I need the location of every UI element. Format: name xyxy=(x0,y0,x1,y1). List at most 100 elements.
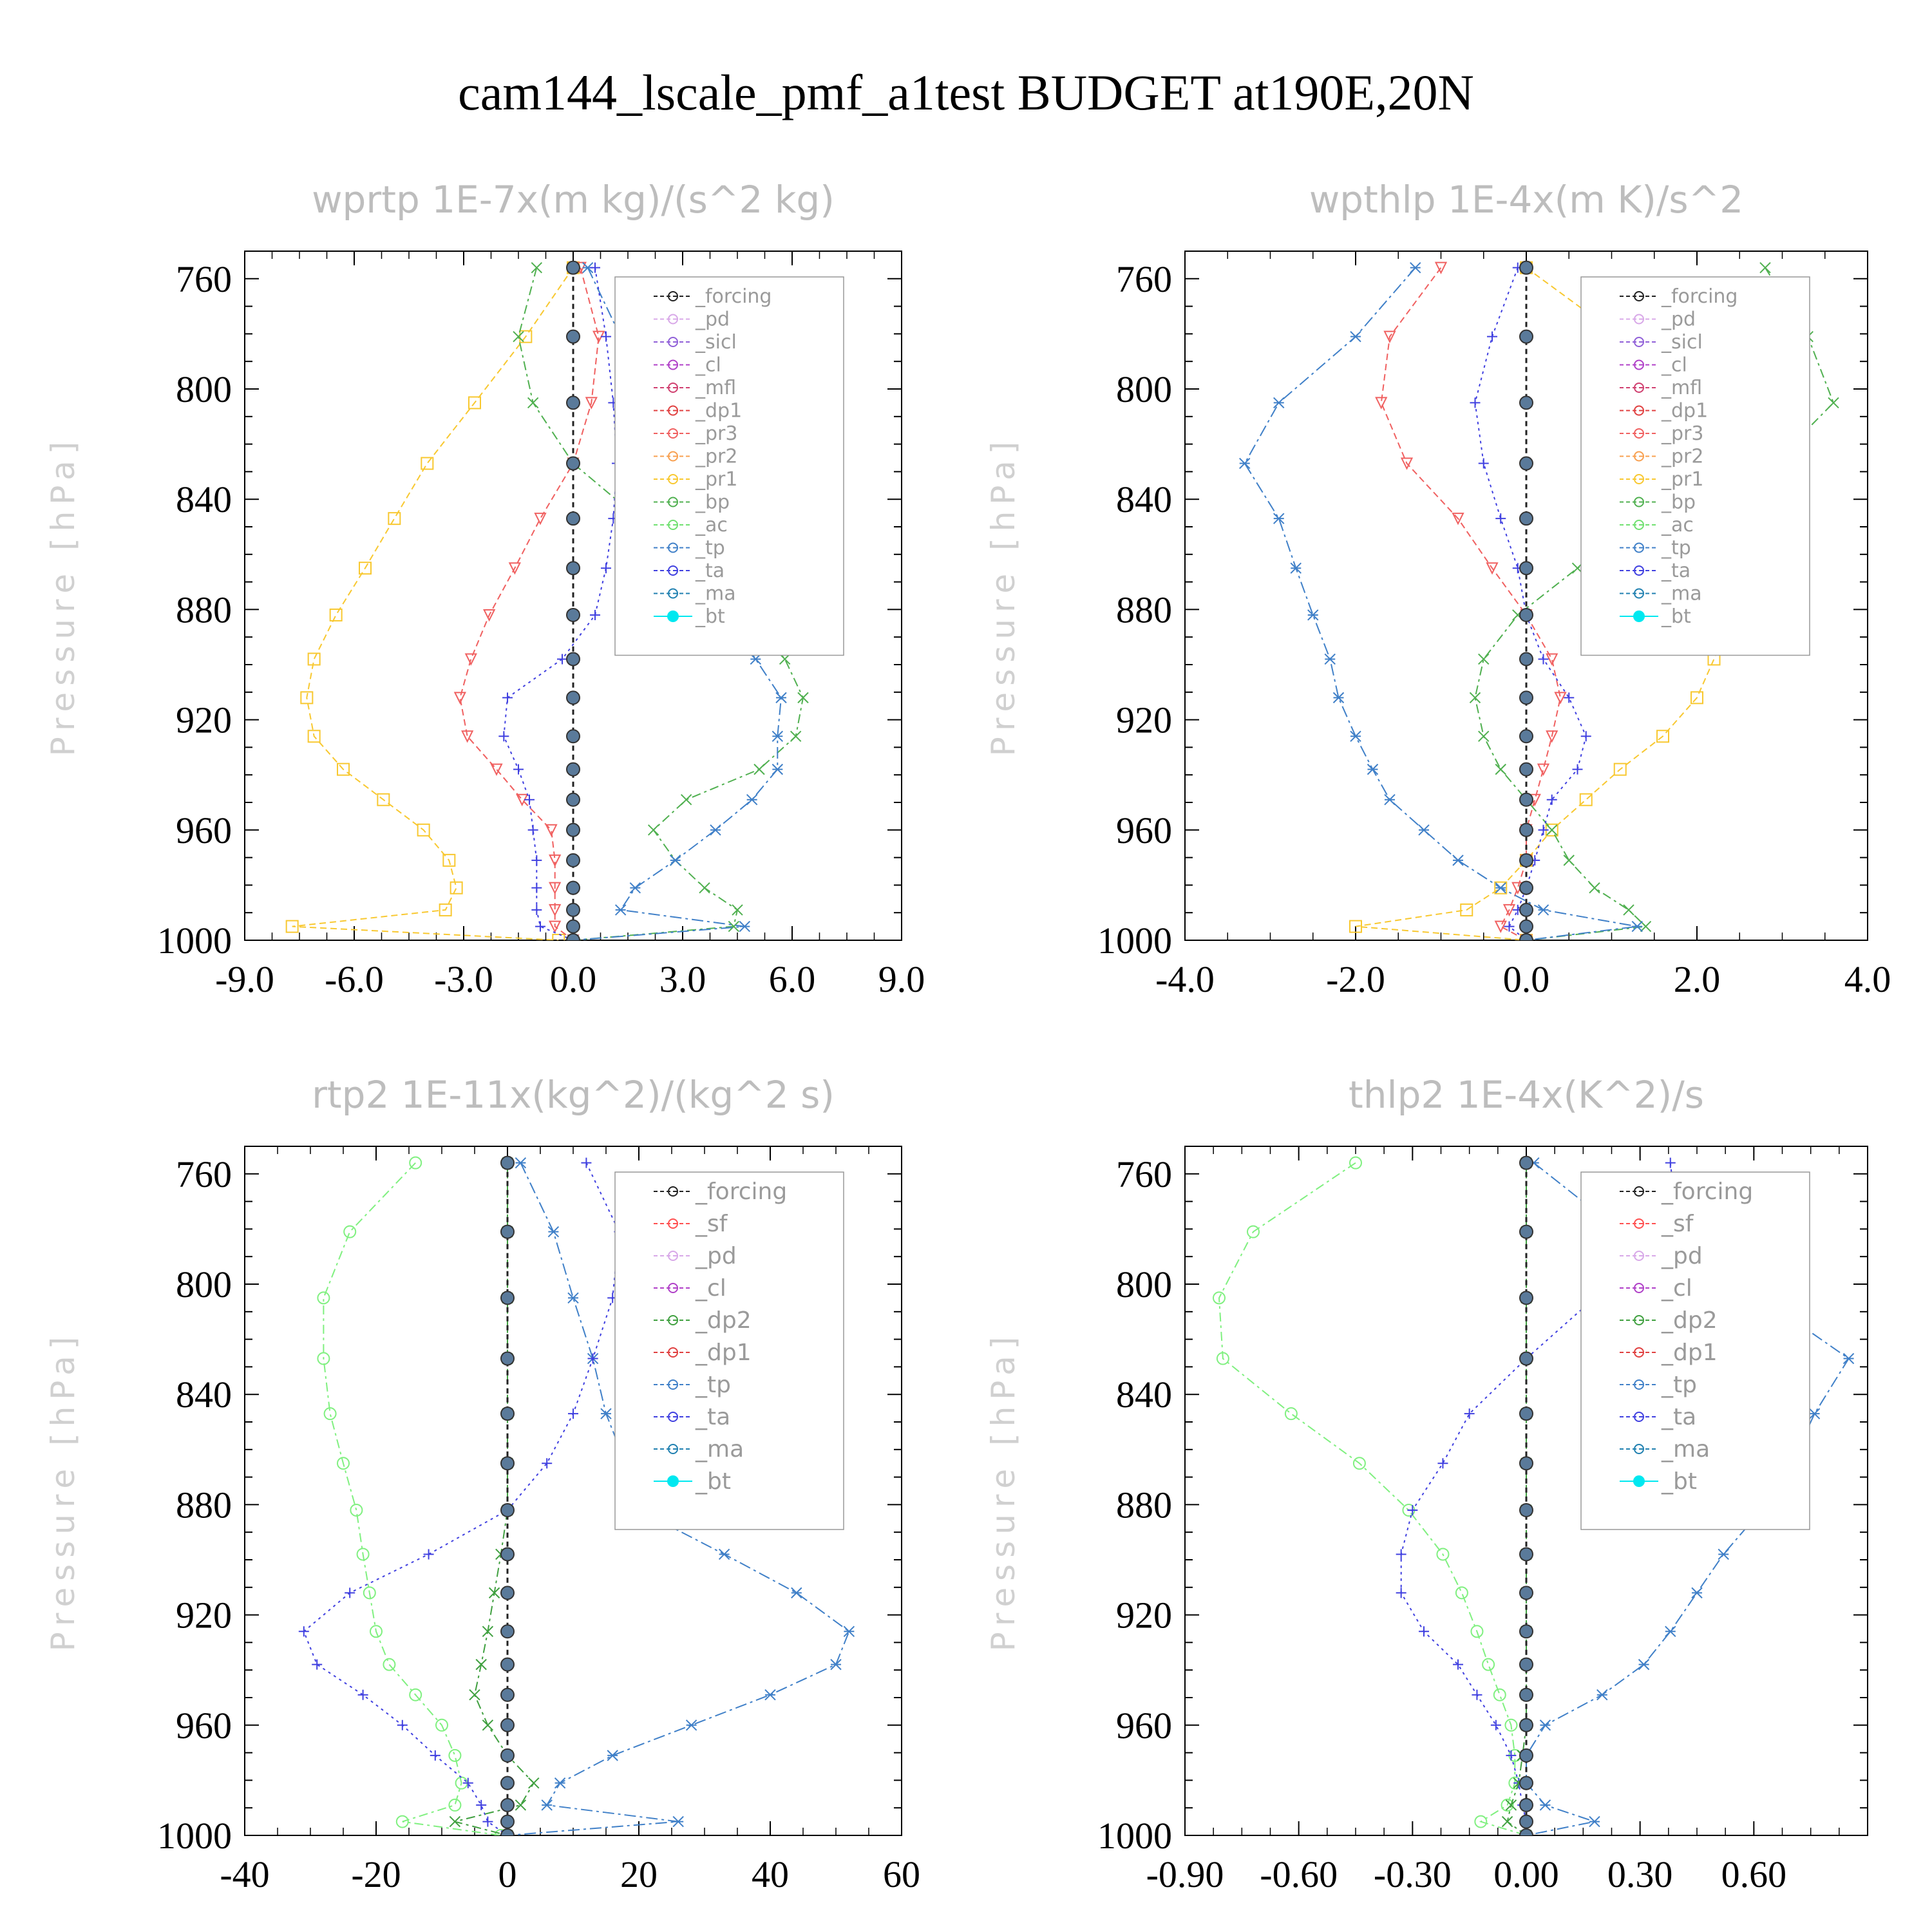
data-point xyxy=(1519,1748,1533,1763)
data-point xyxy=(515,1157,527,1169)
legend-label: _ma xyxy=(1661,583,1702,605)
data-point xyxy=(1519,1828,1533,1835)
data-point xyxy=(1469,692,1481,704)
x-tick-label: -6.0 xyxy=(325,958,384,1000)
data-point xyxy=(772,730,784,742)
legend-marker xyxy=(668,1283,678,1293)
data-point xyxy=(468,396,481,410)
legend-marker xyxy=(668,588,678,599)
data-point xyxy=(1539,1799,1551,1811)
data-point xyxy=(1486,562,1499,575)
data-point xyxy=(566,902,580,917)
legend-marker xyxy=(668,1315,678,1325)
data-point xyxy=(1539,1719,1551,1731)
legend-marker xyxy=(1634,1283,1644,1293)
x-tick-label: -2.0 xyxy=(1326,958,1385,1000)
data-point xyxy=(1519,1456,1533,1471)
data-point xyxy=(797,692,809,704)
legend-label: _bp xyxy=(1661,491,1696,514)
x-tick-label: 6.0 xyxy=(769,958,816,1000)
y-tick-label: 880 xyxy=(176,589,232,630)
legend-marker xyxy=(668,451,678,462)
series-line-dp2 xyxy=(455,1162,535,1835)
y-tick-label: 960 xyxy=(176,1705,232,1747)
legend-label: _tp xyxy=(1661,1372,1697,1398)
data-point xyxy=(442,853,456,867)
x-tick-label: 9.0 xyxy=(878,958,925,1000)
data-point xyxy=(746,794,758,806)
data-point xyxy=(1384,794,1396,806)
data-point xyxy=(363,1586,376,1600)
data-point xyxy=(500,1814,515,1829)
data-point xyxy=(1537,904,1549,916)
data-point xyxy=(448,1798,462,1812)
data-point xyxy=(317,1291,330,1305)
y-tick-label: 920 xyxy=(176,699,232,741)
legend-marker xyxy=(1634,565,1644,576)
legend-marker xyxy=(668,359,678,370)
y-axis-label: Pressure [hPa] xyxy=(44,1331,82,1652)
legend-label: _dp1 xyxy=(1661,1340,1718,1366)
data-point xyxy=(1452,513,1464,526)
data-point xyxy=(791,1587,802,1599)
data-point xyxy=(1623,904,1634,916)
series-line-ta xyxy=(503,267,618,940)
legend-marker xyxy=(1634,520,1644,530)
legend-label: _dp1 xyxy=(695,400,742,422)
data-point xyxy=(1546,794,1557,805)
data-point xyxy=(469,1689,480,1701)
data-point xyxy=(1478,458,1489,469)
legend-marker xyxy=(668,405,678,416)
data-point xyxy=(1400,457,1414,470)
data-point xyxy=(585,397,598,410)
legend-marker xyxy=(1634,497,1644,507)
data-point xyxy=(1501,1798,1514,1812)
data-point xyxy=(541,1799,553,1811)
data-point xyxy=(430,1750,440,1761)
data-point xyxy=(307,652,321,666)
data-point xyxy=(1691,1587,1703,1599)
y-tick-label: 960 xyxy=(176,810,232,851)
data-point xyxy=(397,1719,408,1730)
data-point xyxy=(513,764,524,775)
data-point xyxy=(1519,1814,1533,1829)
legend-label: _pr3 xyxy=(695,422,737,445)
legend-marker xyxy=(668,497,678,507)
x-tick-label: -9.0 xyxy=(215,958,274,1000)
data-point xyxy=(1828,397,1839,409)
data-point xyxy=(566,933,580,940)
data-point xyxy=(545,824,558,837)
data-point xyxy=(1564,692,1575,703)
data-point xyxy=(1519,729,1533,744)
legend-marker xyxy=(668,1347,678,1358)
y-axis-label: Pressure [hPa] xyxy=(985,1331,1022,1652)
data-point xyxy=(1690,691,1703,705)
legend-label: _ma xyxy=(695,583,736,605)
data-point xyxy=(669,855,681,866)
data-point xyxy=(1284,1407,1298,1421)
series-line-dp1 xyxy=(323,1162,501,1835)
data-point xyxy=(600,1408,612,1419)
data-point xyxy=(1519,260,1533,275)
data-point xyxy=(500,1657,515,1672)
legend-label: _pd xyxy=(1661,1243,1703,1269)
legend-label: _bt xyxy=(695,605,725,628)
data-point xyxy=(482,1719,494,1731)
data-point xyxy=(685,1719,697,1731)
x-tick-label: -40 xyxy=(220,1853,269,1895)
data-point xyxy=(672,1815,684,1828)
data-point xyxy=(500,1748,515,1763)
y-tick-label: 840 xyxy=(1116,1374,1172,1416)
data-point xyxy=(566,456,580,471)
data-point xyxy=(1519,1718,1533,1732)
data-point xyxy=(531,261,543,274)
y-tick-label: 800 xyxy=(1116,1264,1172,1305)
data-point xyxy=(1436,1548,1450,1561)
data-point xyxy=(500,1224,515,1239)
data-point xyxy=(453,692,466,705)
data-point xyxy=(337,1457,350,1470)
data-point xyxy=(1418,824,1430,836)
data-point xyxy=(790,730,802,742)
data-point xyxy=(1519,1406,1533,1421)
data-point xyxy=(527,824,538,835)
